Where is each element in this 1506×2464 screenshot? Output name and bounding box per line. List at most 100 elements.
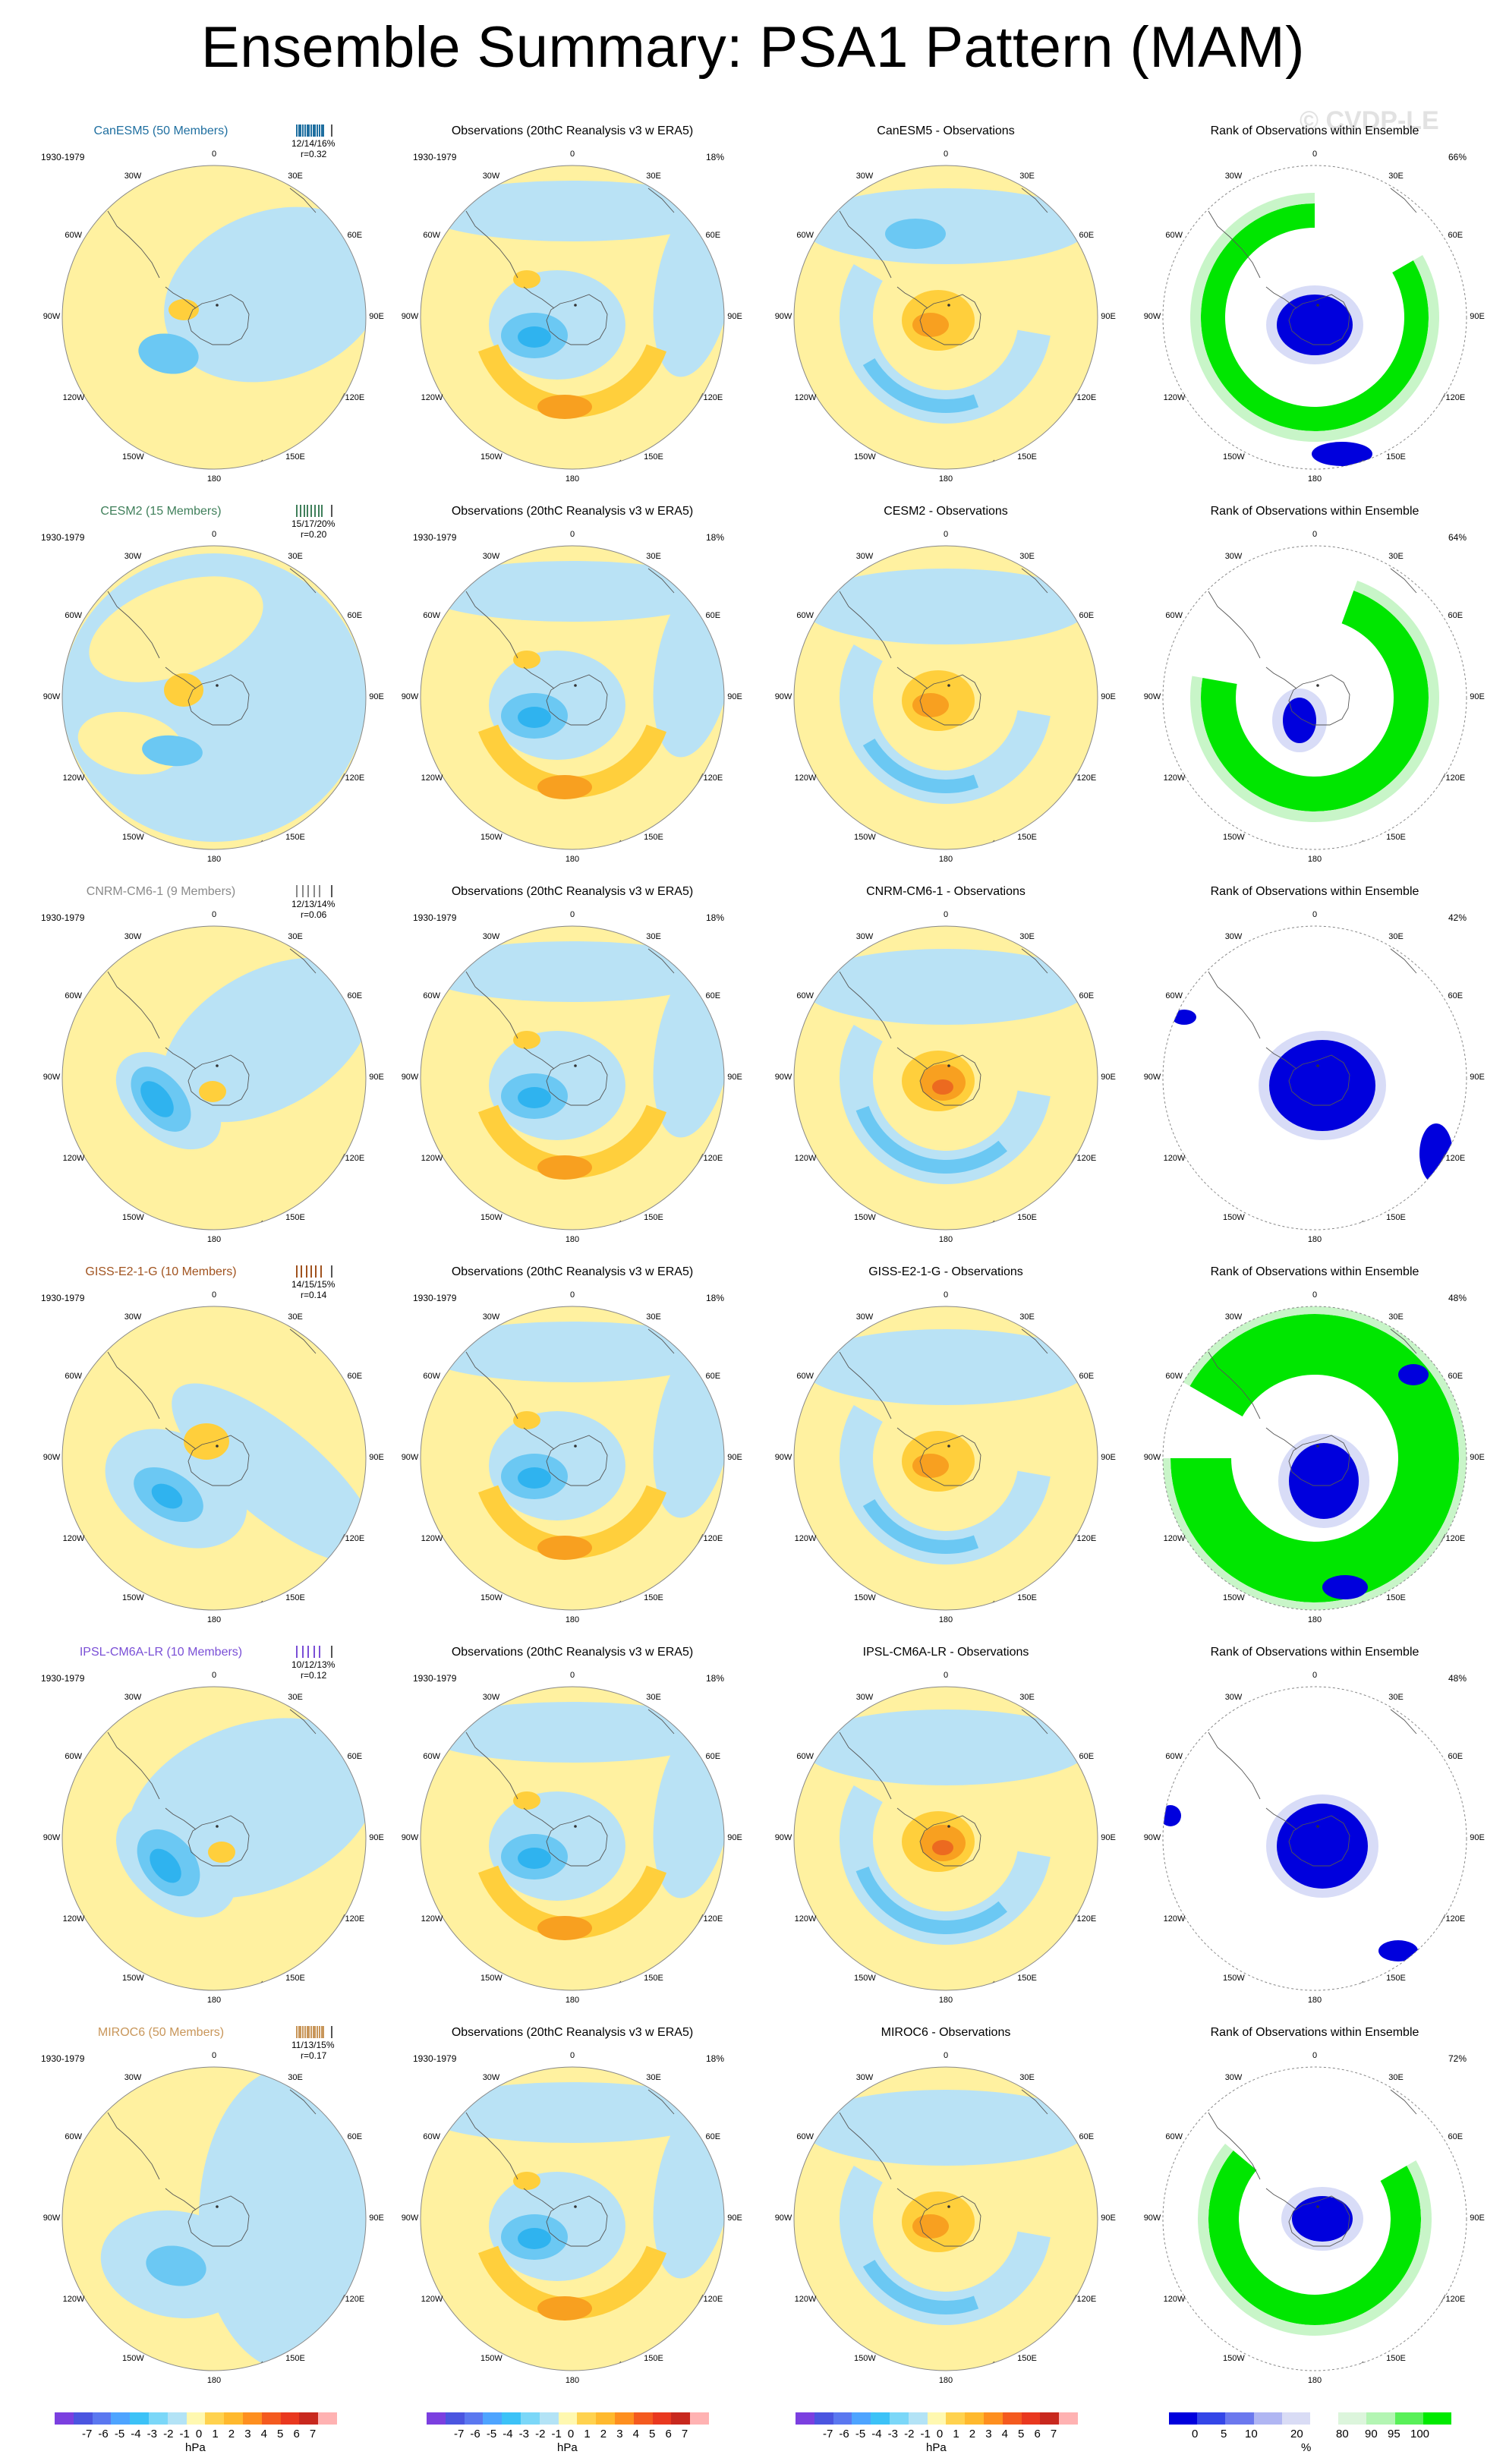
negative-anomaly	[172, 1383, 366, 1564]
south-america-outline	[465, 1731, 518, 1800]
longitude-label: 150E	[285, 1593, 305, 1603]
polar-map	[793, 1686, 1098, 1991]
colorbar-tick-label: -6	[470, 2428, 480, 2440]
colorbar-tick-label: 2	[969, 2428, 976, 2440]
longitude-label: 150W	[1223, 1213, 1245, 1223]
map-boundary	[61, 165, 367, 470]
peninsula-outline	[1265, 1047, 1297, 1070]
colorbar-swatch	[186, 2412, 206, 2425]
map-field	[1163, 926, 1467, 1230]
polar-map	[61, 1686, 367, 1991]
positive-anomaly	[477, 2245, 667, 2319]
colorbar-swatch	[167, 2412, 187, 2425]
member-bar	[303, 505, 305, 517]
negative-anomaly	[802, 2090, 1090, 2166]
colorbar-tick-label: 0	[567, 2428, 575, 2440]
peninsula-outline	[165, 666, 197, 689]
africa-outline	[1021, 948, 1048, 974]
longitude-label: 60E	[347, 611, 363, 620]
negative-anomaly	[802, 949, 1090, 1025]
map-diff: 0 30E 60E 90E 120E 150E 180 150W 120W 90W 60W 30W	[775, 530, 1116, 864]
longitude-label: 60E	[1448, 991, 1463, 1000]
longitude-label: 60E	[705, 611, 721, 620]
map-boundary	[61, 545, 367, 850]
colorbar-tick-label: -4	[503, 2428, 513, 2440]
pattern-correlation: r=0.20	[301, 529, 327, 540]
longitude-label: 90E	[1470, 312, 1485, 321]
negative-anomaly	[862, 2260, 979, 2314]
south-america-outline	[839, 591, 892, 659]
longitude-label: 30W	[855, 2072, 874, 2082]
longitude-label: 180	[1307, 1615, 1322, 1624]
africa-outline	[1021, 1328, 1048, 1354]
antarctica-outline	[187, 294, 250, 345]
polar-map	[1162, 2066, 1467, 2371]
map-boundary	[793, 165, 1098, 470]
colorbar-tick-label: -4	[131, 2428, 141, 2440]
colorbar-swatch	[445, 2412, 465, 2425]
africa-outline	[647, 2089, 675, 2115]
longitude-label: 180	[565, 474, 580, 484]
south-pole-marker	[1316, 304, 1319, 307]
south-america-outline	[107, 1351, 160, 1419]
longitude-label: 30W	[482, 931, 500, 941]
colorbar-tick-label: 100	[1410, 2428, 1430, 2440]
variance-pct: 18%	[705, 1293, 724, 1303]
longitude-label: 60W	[65, 1372, 82, 1381]
longitude-label: 150E	[1386, 833, 1406, 843]
positive-anomaly	[513, 2172, 540, 2190]
longitude-label: 150W	[122, 1213, 144, 1223]
longitude-label: 30E	[1019, 171, 1035, 181]
south-america-outline	[1208, 1731, 1261, 1800]
longitude-label: 90W	[1143, 1453, 1161, 1462]
longitude-label: 120E	[1076, 774, 1097, 783]
peninsula-outline	[896, 666, 928, 689]
map-model: 0 30E 60E 90E 120E 150E 180 150W 120W 90W 60W 30W	[43, 150, 384, 484]
antarctica-outline	[1288, 294, 1350, 345]
longitude-label: 180	[938, 1615, 953, 1624]
colorbar-swatch	[111, 2412, 131, 2425]
panel-title: Rank of Observations within Ensemble	[1210, 124, 1419, 137]
africa-outline	[289, 2089, 317, 2115]
south-pole-marker	[216, 2205, 219, 2208]
positive-anomaly	[537, 775, 592, 799]
negative-anomaly	[855, 1105, 1007, 1174]
longitude-label: 60E	[1079, 611, 1095, 620]
south-america-outline	[465, 971, 518, 1039]
peninsula-outline	[896, 2188, 928, 2210]
longitude-label: 90W	[401, 692, 419, 701]
colorbar-tick-label: 5	[1221, 2428, 1227, 2440]
colorbar-tick-label: -1	[179, 2428, 190, 2440]
panel-title: CNRM-CM6-1 - Observations	[866, 885, 1026, 898]
colorbar-tick-label: 0	[1192, 2428, 1199, 2440]
longitude-label: 90E	[1470, 1073, 1485, 1082]
polar-map	[1162, 1306, 1467, 1611]
panel-title: Rank of Observations within Ensemble	[1210, 1646, 1419, 1659]
longitude-label: 30E	[1019, 931, 1035, 941]
map-field	[62, 546, 366, 849]
longitude-label: 120W	[62, 393, 85, 402]
map-field	[794, 1687, 1098, 1990]
panel-obs: Observations (20thC Reanalysis v3 w ERA5…	[402, 505, 742, 869]
longitude-label: 150W	[480, 1213, 503, 1223]
colorbar-swatch	[633, 2412, 654, 2425]
map-boundary	[420, 1686, 725, 1991]
antarctica-outline	[919, 674, 981, 726]
longitude-label: 0	[943, 1671, 949, 1680]
longitude-label: 0	[943, 150, 949, 159]
peninsula-outline	[523, 1807, 555, 1830]
panel-title: Observations (20thC Reanalysis v3 w ERA5…	[451, 1646, 694, 1659]
variance-pct: 18%	[705, 2053, 724, 2064]
panel-title: Rank of Observations within Ensemble	[1210, 505, 1419, 518]
colorbar-swatch	[261, 2412, 282, 2425]
polar-map	[420, 2066, 725, 2371]
africa-outline	[647, 1328, 675, 1354]
longitude-label: 180	[938, 1996, 953, 2005]
period-label: 1930-1979	[413, 152, 457, 162]
longitude-label: 90W	[1143, 2214, 1161, 2223]
longitude-label: 0	[569, 910, 575, 919]
longitude-label: 30W	[1224, 2072, 1243, 2082]
longitude-label: 60W	[423, 231, 440, 240]
colorbar-swatch	[984, 2412, 1003, 2425]
south-pole-marker	[574, 1445, 577, 1448]
